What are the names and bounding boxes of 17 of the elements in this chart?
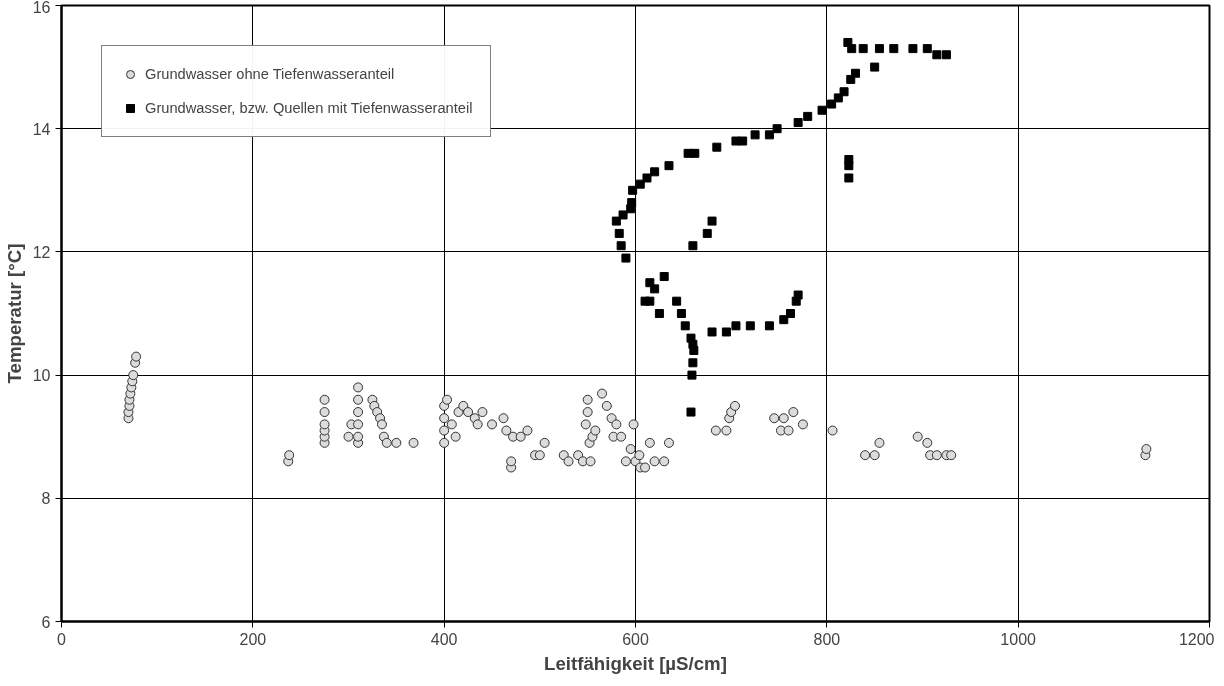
x-tick-label: 800 <box>813 630 841 648</box>
x-axis-title: Leitfähigkeit [µS/cm] <box>544 652 727 674</box>
y-tick-label: 16 <box>32 0 51 16</box>
y-tick-label: 6 <box>41 613 51 631</box>
y-tick-label: 14 <box>32 120 51 138</box>
x-tick-label: 0 <box>57 630 67 648</box>
y-tick-label: 10 <box>32 367 51 385</box>
y-axis-title: Temperatur [°C] <box>3 243 25 384</box>
legend-label: Grundwasser, bzw. Quellen mit Tiefenwasseranteil <box>145 100 473 116</box>
legend-label: Grundwasser ohne Tiefenwasseranteil <box>145 66 395 82</box>
y-tick-label: 8 <box>41 490 51 508</box>
x-tick-label: 600 <box>622 630 649 648</box>
y-tick-label: 12 <box>32 243 51 261</box>
x-tick-label: 1000 <box>1000 630 1037 648</box>
x-tick-label: 400 <box>430 630 458 648</box>
x-tick-label: 1200 <box>1178 630 1215 648</box>
x-tick-label: 200 <box>239 630 267 648</box>
